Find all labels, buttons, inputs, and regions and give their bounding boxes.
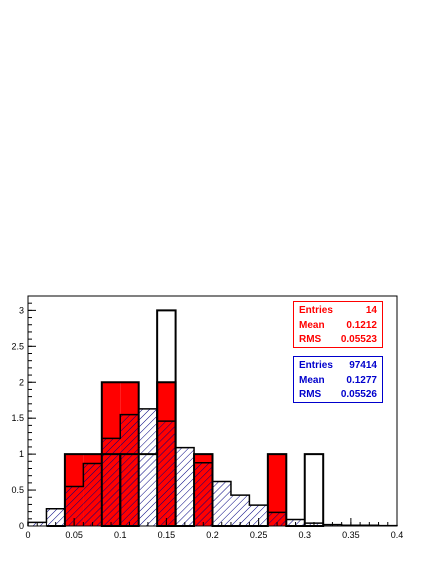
stats-value: 97414	[349, 360, 377, 371]
bar-blue-hatched	[249, 505, 268, 526]
stats-label: Mean	[299, 319, 325, 331]
stats-value: 14	[365, 305, 377, 316]
bar-blue-hatched	[46, 508, 65, 526]
x-tick-label: 0.15	[158, 530, 176, 540]
stats-label: RMS	[299, 389, 322, 400]
stats-box-red: Entries 14 Mean 0.1212 RMS 0.05523	[293, 301, 383, 348]
y-tick-label: 0	[19, 521, 24, 531]
x-tick-label: 0.1	[114, 530, 127, 540]
bar-blue-hatched	[194, 462, 213, 526]
bar-black-outline	[303, 453, 325, 527]
y-tick-label: 1	[19, 449, 24, 459]
x-tick-label: 0.05	[65, 530, 83, 540]
y-tick-label: 2.5	[11, 341, 24, 351]
stats-row-entries: Entries 97414	[299, 359, 377, 374]
stats-value: 0.05526	[340, 389, 377, 400]
stats-label: Mean	[299, 374, 325, 386]
y-tick-label: 0.5	[11, 485, 24, 495]
stats-value: 0.05523	[340, 334, 377, 345]
stats-row-mean: Mean 0.1212	[299, 319, 377, 334]
stats-label: RMS	[299, 334, 322, 345]
x-tick-label: 0	[25, 530, 30, 540]
x-tick-label: 0.25	[250, 530, 268, 540]
stats-row-entries: Entries 14	[299, 304, 377, 319]
bar-blue-hatched	[120, 414, 139, 526]
x-tick-label: 0.4	[391, 530, 404, 540]
stats-box-blue: Entries 97414 Mean 0.1277 RMS 0.05526	[293, 356, 383, 403]
bar-blue-hatched	[138, 408, 158, 526]
bar-blue-hatched	[64, 486, 84, 526]
bar-blue-hatched	[267, 512, 287, 526]
stats-row-rms: RMS 0.05526	[299, 388, 377, 403]
bar-red	[267, 454, 287, 526]
bar-blue-hatched	[212, 481, 231, 526]
y-tick-label: 2	[19, 377, 24, 387]
x-tick-label: 0.3	[298, 530, 311, 540]
bar-blue-hatched	[83, 463, 102, 526]
stats-row-mean: Mean 0.1277	[299, 374, 377, 389]
y-tick-label: 1.5	[11, 413, 24, 423]
stats-value: 0.1212	[346, 319, 377, 331]
stats-row-rms: RMS 0.05523	[299, 333, 377, 348]
bar-blue-hatched	[175, 447, 195, 526]
bar-blue-hatched	[101, 438, 121, 526]
x-tick-label: 0.2	[206, 530, 219, 540]
stats-value: 0.1277	[346, 374, 377, 386]
stats-label: Entries	[299, 360, 333, 371]
bar-blue-hatched	[157, 421, 176, 526]
stats-label: Entries	[299, 305, 333, 316]
x-tick-label: 0.35	[342, 530, 360, 540]
bar-blue-hatched	[230, 495, 250, 526]
y-tick-label: 3	[19, 305, 24, 315]
